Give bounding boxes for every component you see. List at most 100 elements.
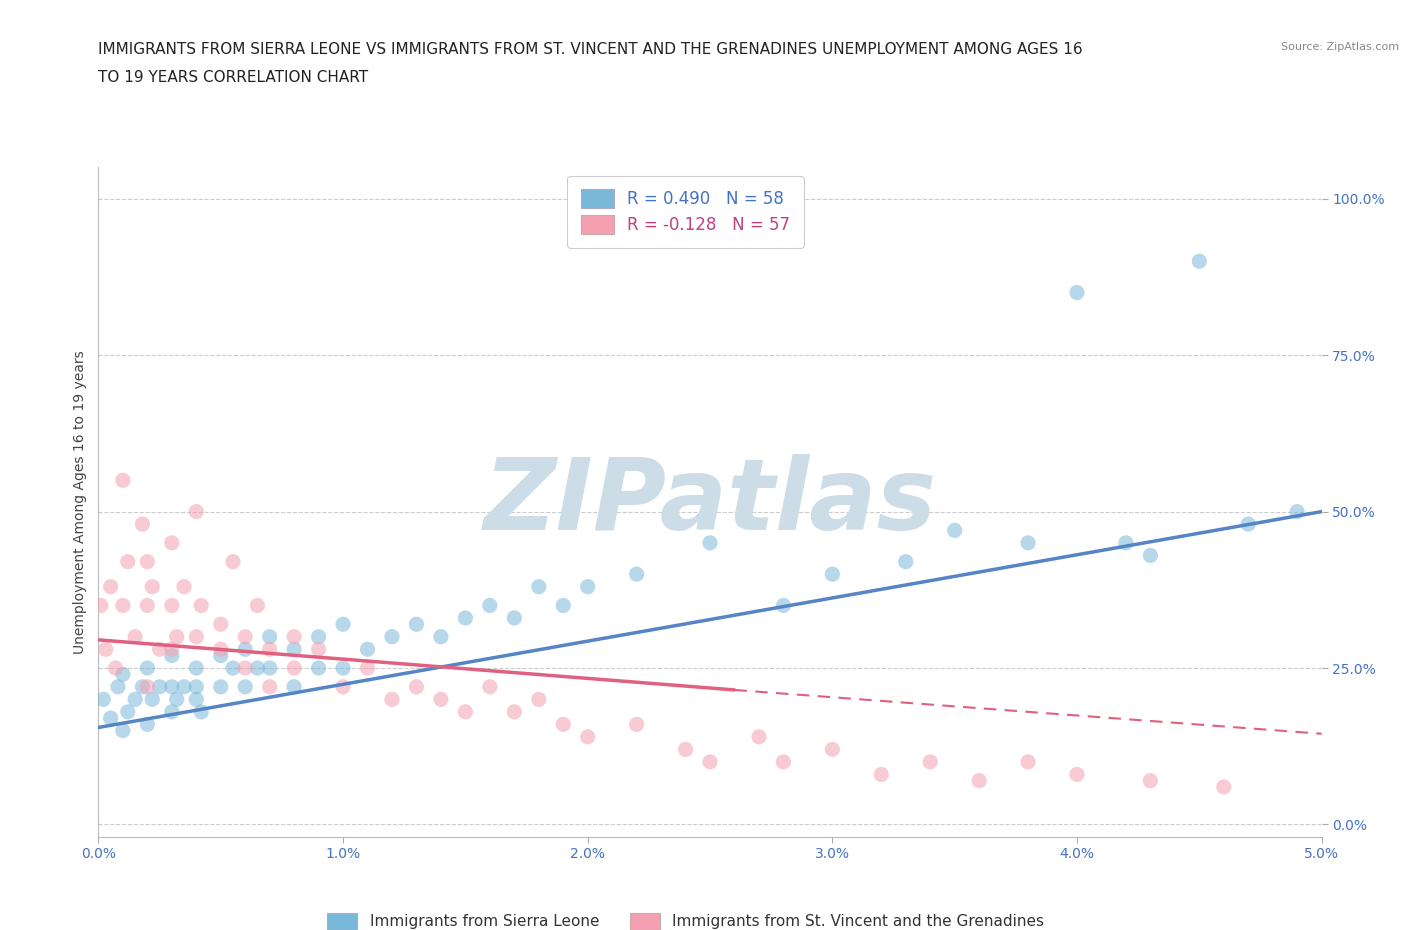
Point [920, 754, 942, 769]
Point [283, 680, 305, 695]
Point [1139, 548, 1161, 563]
Point [259, 680, 281, 695]
Point [1188, 254, 1211, 269]
Point [233, 630, 256, 644]
Point [1237, 517, 1260, 532]
Point [478, 598, 501, 613]
Point [222, 554, 245, 569]
Point [503, 610, 526, 625]
Point [772, 754, 794, 769]
Point [209, 617, 232, 631]
Point [381, 692, 404, 707]
Point [136, 554, 159, 569]
Point [381, 630, 404, 644]
Point [160, 704, 183, 719]
Point [173, 579, 195, 594]
Point [356, 642, 378, 657]
Point [190, 598, 212, 613]
Point [1139, 773, 1161, 788]
Point [186, 630, 208, 644]
Point [233, 642, 256, 657]
Point [111, 472, 134, 487]
Point [111, 724, 134, 738]
Point [699, 754, 721, 769]
Point [117, 554, 139, 569]
Point [553, 717, 575, 732]
Point [405, 617, 427, 631]
Point [104, 660, 127, 675]
Point [626, 566, 648, 581]
Point [870, 767, 893, 782]
Point [186, 692, 208, 707]
Point [1017, 754, 1039, 769]
Point [160, 642, 183, 657]
Point [748, 729, 770, 744]
Point [527, 692, 550, 707]
Point [821, 566, 844, 581]
Point [1115, 536, 1137, 551]
Point [190, 704, 212, 719]
Point [821, 742, 844, 757]
Text: IMMIGRANTS FROM SIERRA LEONE VS IMMIGRANTS FROM ST. VINCENT AND THE GRENADINES U: IMMIGRANTS FROM SIERRA LEONE VS IMMIGRAN… [98, 42, 1083, 57]
Point [160, 598, 183, 613]
Point [576, 729, 599, 744]
Point [699, 536, 721, 551]
Point [454, 704, 477, 719]
Point [478, 680, 501, 695]
Point [283, 642, 305, 657]
Point [626, 717, 648, 732]
Y-axis label: Unemployment Among Ages 16 to 19 years: Unemployment Among Ages 16 to 19 years [73, 351, 87, 654]
Point [111, 598, 134, 613]
Point [166, 692, 188, 707]
Point [246, 598, 269, 613]
Point [186, 680, 208, 695]
Point [1066, 286, 1088, 300]
Point [967, 773, 990, 788]
Point [124, 692, 146, 707]
Point [1017, 536, 1039, 551]
Point [149, 680, 172, 695]
Point [149, 642, 172, 657]
Point [283, 630, 305, 644]
Point [124, 630, 146, 644]
Point [332, 680, 354, 695]
Point [283, 660, 305, 675]
Point [94, 642, 117, 657]
Point [136, 598, 159, 613]
Point [141, 692, 163, 707]
Point [100, 579, 122, 594]
Point [1212, 779, 1234, 794]
Legend: Immigrants from Sierra Leone, Immigrants from St. Vincent and the Grenadines: Immigrants from Sierra Leone, Immigrants… [319, 905, 1052, 930]
Text: ZIPatlas: ZIPatlas [484, 454, 936, 551]
Point [246, 660, 269, 675]
Point [308, 660, 330, 675]
Point [91, 692, 114, 707]
Point [405, 680, 427, 695]
Point [553, 598, 575, 613]
Point [259, 630, 281, 644]
Point [675, 742, 697, 757]
Point [222, 660, 245, 675]
Point [894, 554, 917, 569]
Point [209, 680, 232, 695]
Point [503, 704, 526, 719]
Point [166, 630, 188, 644]
Point [141, 579, 163, 594]
Point [772, 598, 794, 613]
Point [943, 523, 966, 538]
Point [527, 579, 550, 594]
Point [209, 648, 232, 663]
Point [209, 642, 232, 657]
Point [332, 617, 354, 631]
Point [430, 630, 453, 644]
Point [136, 660, 159, 675]
Point [173, 680, 195, 695]
Point [111, 667, 134, 682]
Point [136, 680, 159, 695]
Point [233, 680, 256, 695]
Point [259, 660, 281, 675]
Point [136, 717, 159, 732]
Point [1286, 504, 1309, 519]
Point [160, 680, 183, 695]
Point [356, 660, 378, 675]
